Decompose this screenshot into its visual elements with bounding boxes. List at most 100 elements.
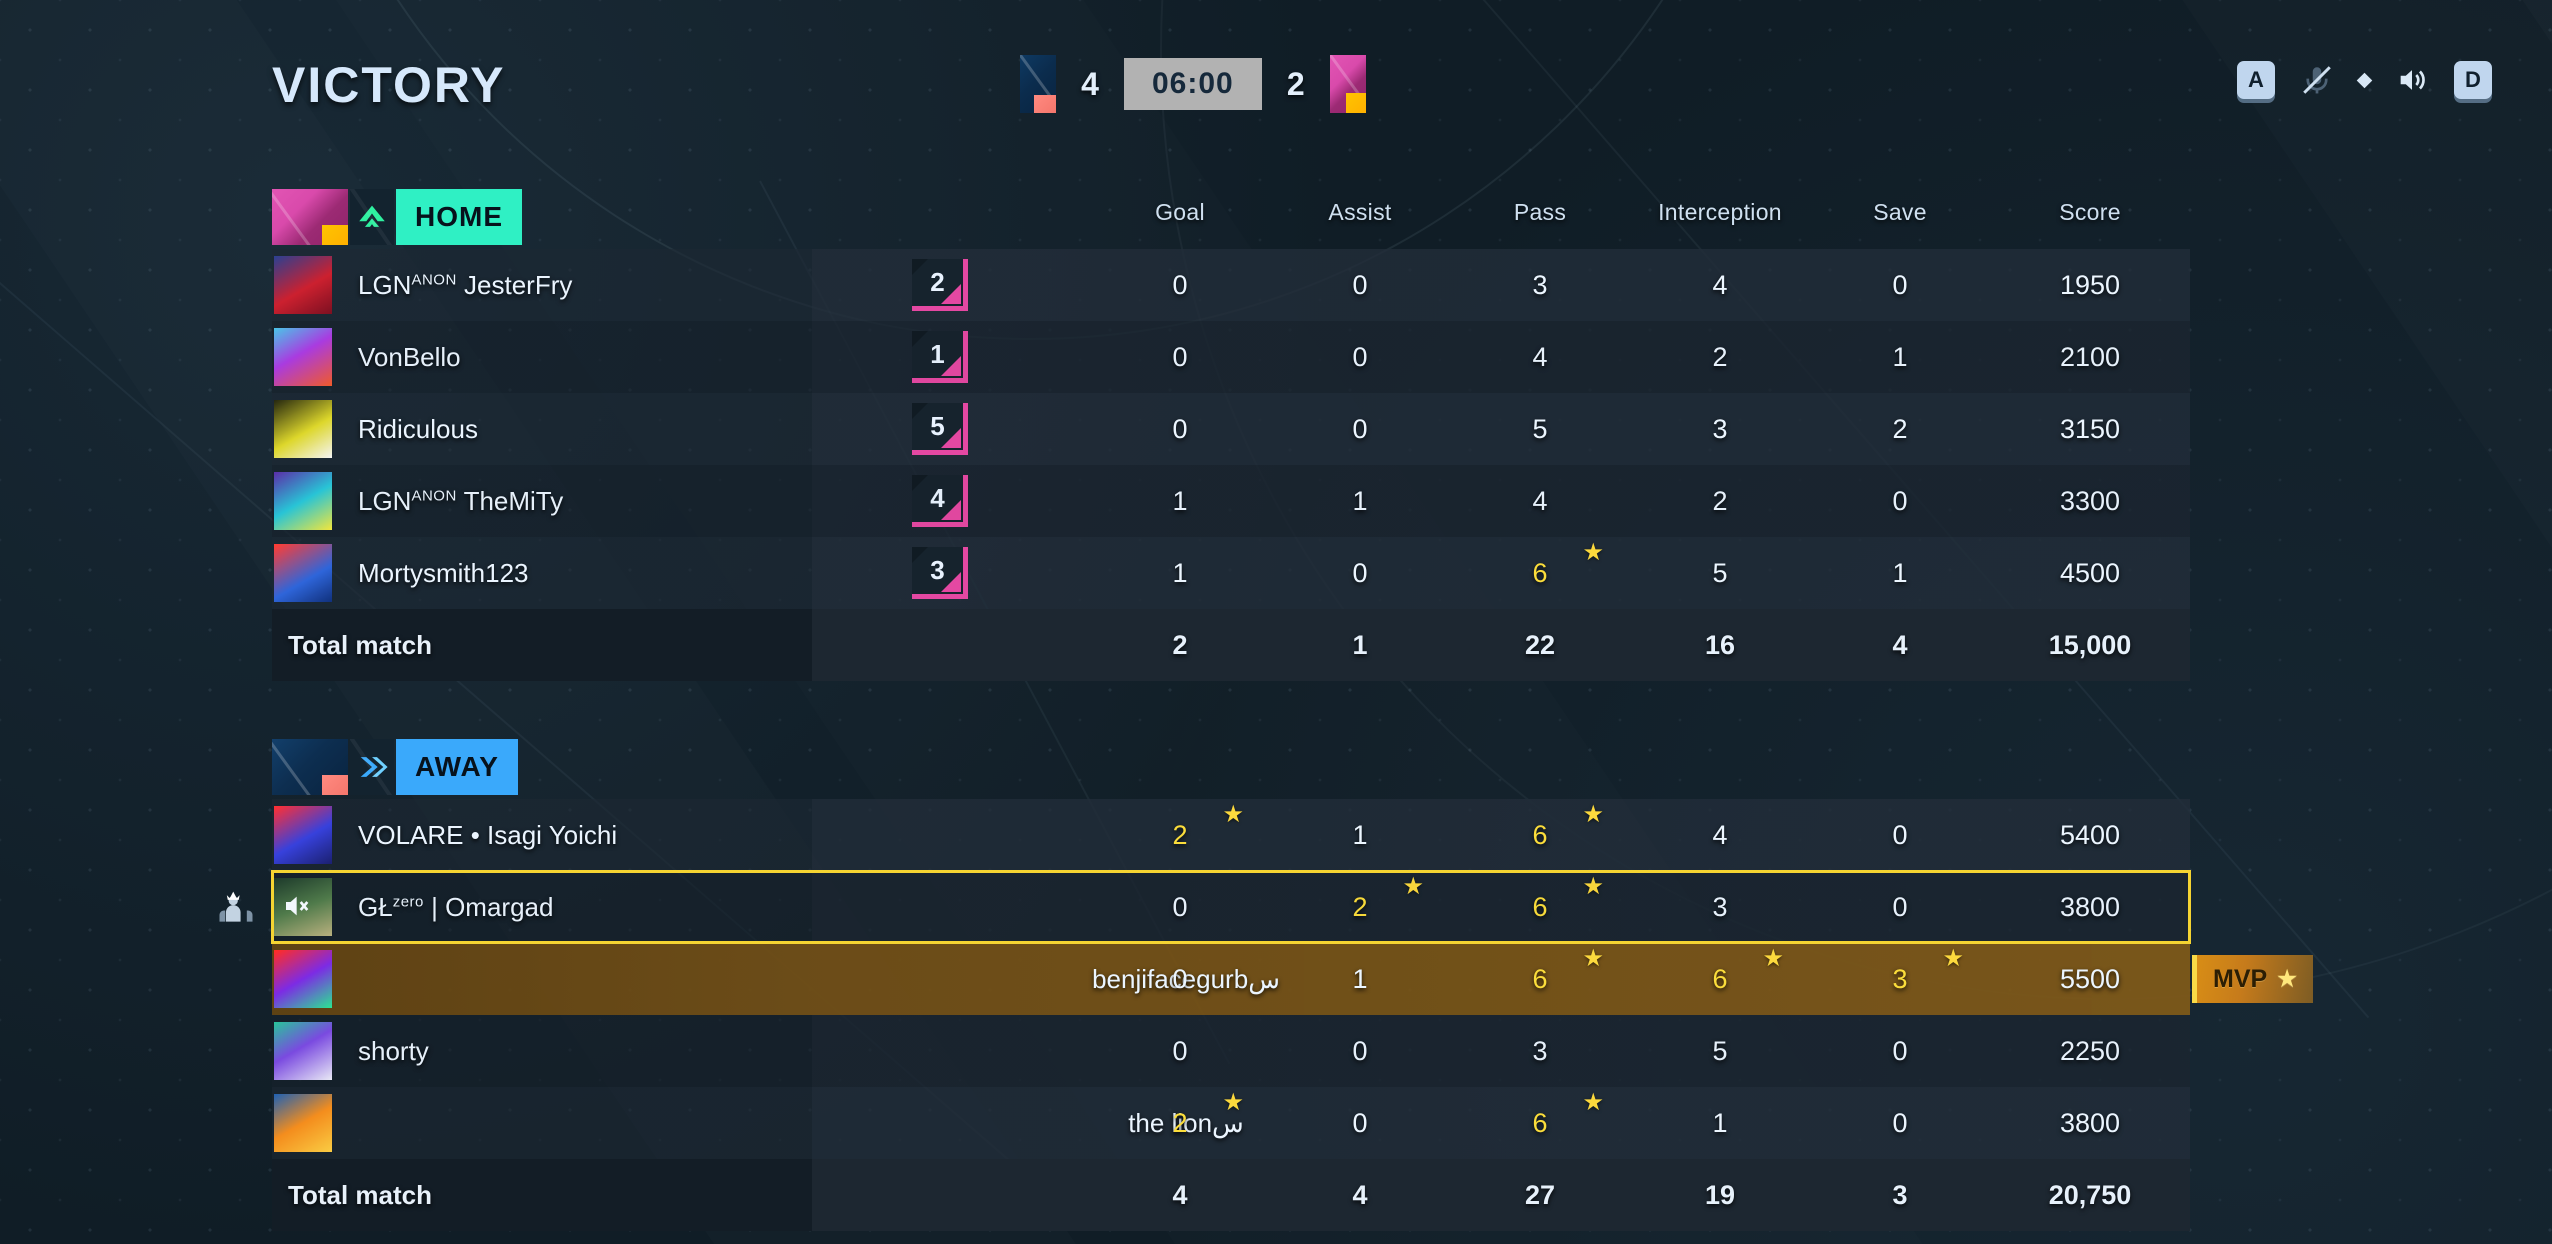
mvp-star-icon: ★	[2277, 966, 2297, 991]
stat-score: 3150	[2059, 413, 2121, 444]
stat-cells: 0 2 ★ 6 ★ 3 0 3800	[1090, 871, 2190, 943]
stat-interception: 19	[1704, 1179, 1736, 1210]
stat-save: 3	[1892, 1179, 1908, 1210]
microphone-muted-icon[interactable]	[2297, 60, 2337, 100]
best-stat-star-icon: ★	[1582, 800, 1604, 828]
stat-pass: 6 ★	[1532, 538, 1604, 588]
player-avatar	[274, 878, 332, 936]
stat-save: 1	[1892, 557, 1908, 588]
stat-pass: 4	[1532, 485, 1548, 516]
stat-score: 2250	[2059, 1035, 2121, 1066]
stat-assist: 0	[1352, 269, 1368, 300]
player-name: the lionس	[1128, 1107, 1244, 1138]
player-rows-away: VOLARE • Isagi Yoichi 2 ★ 1 6 ★ 4 0 5400 GŁzero |…	[219, 799, 2313, 1231]
stat-goal: 4	[1172, 1179, 1188, 1210]
stat-pass: 3	[1532, 1035, 1548, 1066]
player-level-badge: 2	[912, 259, 968, 311]
player-level-badge: 4	[912, 475, 968, 527]
stat-pass: 6 ★	[1532, 800, 1604, 850]
stat-assist: 4	[1352, 1179, 1368, 1210]
stat-score: 3300	[2059, 485, 2121, 516]
stat-pass: 6 ★	[1532, 944, 1604, 994]
stat-interception: 3	[1712, 891, 1728, 922]
player-avatar	[274, 400, 332, 458]
mvp-badge: MVP ★	[2192, 955, 2313, 1003]
stat-goal: 0	[1172, 341, 1188, 372]
stat-interception: 5	[1712, 1035, 1728, 1066]
team-banner-away	[272, 739, 348, 795]
stat-interception: 4	[1712, 819, 1728, 850]
stat-pass: 6 ★	[1532, 1088, 1604, 1138]
player-clan-sup: ANON	[411, 486, 457, 504]
player-row[interactable]: VOLARE • Isagi Yoichi 2 ★ 1 6 ★ 4 0 5400	[272, 799, 2190, 871]
key-a-button[interactable]: A	[2237, 61, 2275, 99]
player-row[interactable]: shorty 0 0 3 5 0 2250	[272, 1015, 2190, 1087]
player-name: Ridiculous	[358, 413, 478, 444]
stat-assist: 0	[1352, 413, 1368, 444]
stat-pass: 6 ★	[1532, 872, 1604, 922]
player-row[interactable]: LGNANON TheMiTy 4 1 1 4 2 0 3300	[272, 465, 2190, 537]
diamond-separator-icon	[2356, 72, 2373, 88]
stat-assist: 0	[1352, 341, 1368, 372]
best-stat-star-icon: ★	[1582, 872, 1604, 900]
stat-assist: 0	[1352, 1035, 1368, 1066]
column-header-pass: Pass	[1513, 199, 1567, 225]
player-row[interactable]: Ridiculous 5 0 0 5 3 2 3150	[272, 393, 2190, 465]
stat-pass: 3	[1532, 269, 1548, 300]
stat-assist: 1	[1352, 963, 1368, 994]
player-row[interactable]: LGNANON JesterFry 2 0 0 3 4 0 1950	[272, 249, 2190, 321]
chevron-up-rank-icon	[350, 189, 394, 245]
stat-interception: 3	[1712, 413, 1728, 444]
stat-assist: 1	[1352, 485, 1368, 516]
team-total-row-away: Total match 4 4 27 19 3 20,750	[272, 1159, 2190, 1231]
stat-pass: 4	[1532, 341, 1548, 372]
player-avatar	[274, 1022, 332, 1080]
stat-goal: 0	[1172, 891, 1188, 922]
stat-interception: 6 ★	[1712, 944, 1784, 994]
match-timer: 06:00	[1124, 58, 1262, 110]
speaker-icon[interactable]	[2392, 60, 2432, 100]
best-stat-star-icon: ★	[1582, 538, 1604, 566]
stat-assist: 0	[1352, 1107, 1368, 1138]
team-banner-home	[272, 189, 348, 245]
player-level-badge: 1	[912, 331, 968, 383]
double-chevron-rank-icon	[350, 739, 394, 795]
player-row[interactable]: the lionس 2 ★ 0 6 ★ 1 0 3800	[272, 1087, 2190, 1159]
player-row[interactable]: Mortysmith123 3 1 0 6 ★ 5 1 4500	[272, 537, 2190, 609]
player-rows-home: LGNANON JesterFry 2 0 0 3 4 0 1950 VonBello 1 0 0 4 2…	[272, 249, 2190, 681]
stat-save: 0	[1892, 891, 1908, 922]
key-d-button[interactable]: D	[2454, 61, 2492, 99]
team-header-away: AWAY	[272, 735, 2190, 799]
stat-save: 1	[1892, 341, 1908, 372]
player-name: VonBello	[358, 341, 461, 372]
player-row[interactable]: benjifacegurbس 0 1 6 ★ 6 ★ 3 ★ 5500 MVP ★	[272, 943, 2313, 1015]
stat-goal: 0	[1172, 269, 1188, 300]
stat-pass: 22	[1524, 629, 1556, 660]
stat-save: 0	[1892, 819, 1908, 850]
stat-goal: 1	[1172, 557, 1188, 588]
player-clan-tag: LGN	[358, 485, 412, 516]
stat-score: 2100	[2059, 341, 2121, 372]
total-match-label: Total match	[288, 1179, 432, 1210]
stat-cells: 1 0 6 ★ 5 1 4500	[1090, 537, 2190, 609]
player-name: LGNANON TheMiTy	[358, 485, 564, 516]
stat-cells: 0 0 5 3 2 3150	[1090, 393, 2190, 465]
player-clan-sup: ANON	[411, 270, 457, 288]
column-header-goal: Goal	[1155, 199, 1205, 225]
player-row[interactable]: VonBello 1 0 0 4 2 1 2100	[272, 321, 2190, 393]
match-scoreboard-table: HOME Goal Assist Pass Interception Save Score L…	[219, 185, 2313, 1231]
stat-interception: 2	[1712, 341, 1728, 372]
stat-save: 0	[1892, 1107, 1908, 1138]
best-stat-star-icon: ★	[1402, 872, 1424, 900]
stat-interception: 2	[1712, 485, 1728, 516]
stat-interception: 1	[1712, 1107, 1728, 1138]
stat-goal: 2 ★	[1172, 1088, 1244, 1138]
stat-cells: 1 1 4 2 0 3300	[1090, 465, 2190, 537]
player-avatar	[274, 1094, 332, 1152]
stat-interception: 5	[1712, 557, 1728, 588]
team-badge-home: HOME	[396, 189, 522, 245]
player-row[interactable]: GŁzero | Omargad 0 2 ★ 6 ★ 3 0 3800	[219, 870, 2191, 944]
best-stat-star-icon: ★	[1222, 800, 1244, 828]
away-side-flag-icon	[1329, 55, 1366, 113]
player-clan-tag: LGN	[358, 269, 412, 300]
